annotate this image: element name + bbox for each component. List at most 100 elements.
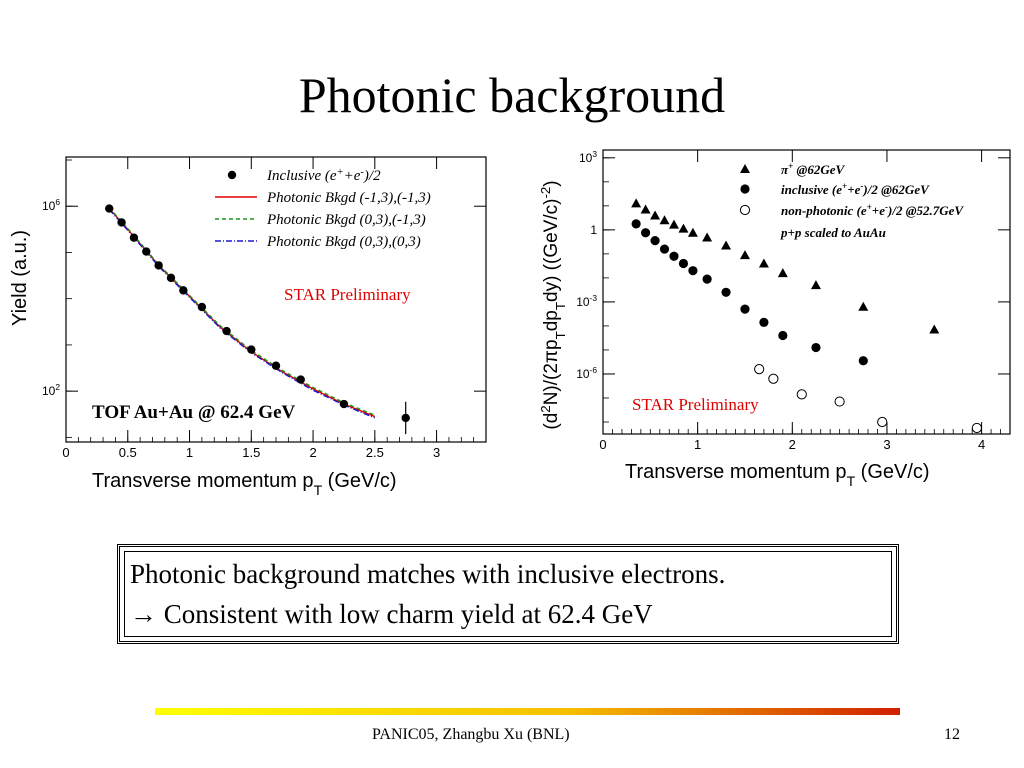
- data-point: [271, 361, 281, 370]
- data-point-circle: [754, 364, 765, 375]
- data-point-dot: [811, 342, 821, 353]
- legend-marker-dot: [227, 170, 237, 180]
- summary-line-1: Photonic background matches with inclusi…: [130, 559, 726, 589]
- legend-label: Photonic Bkgd (0,3),(0,3): [266, 234, 421, 250]
- data-point: [117, 218, 126, 227]
- data-point: [339, 399, 349, 409]
- x-tick-label: 0: [62, 445, 69, 460]
- y-tick-label: 10-6: [576, 365, 597, 381]
- summary-box: Photonic background matches with inclusi…: [117, 544, 899, 644]
- x-axis-label: Transverse momentum pT (GeV/c): [92, 470, 397, 498]
- data-point-triangle: [640, 204, 651, 214]
- data-point-dot: [650, 236, 660, 246]
- data-point-dot: [721, 287, 731, 297]
- data-point: [142, 247, 151, 256]
- y-tick-label: 103: [579, 149, 597, 165]
- chart-2: 0 1 2 3 4 103 1 10-3 10-6 Transverse momentum pT …: [538, 149, 1011, 489]
- data-point: [129, 233, 139, 242]
- x-tick-label: 3: [883, 437, 890, 452]
- data-point-triangle: [810, 280, 821, 290]
- legend-marker-circle: [739, 204, 751, 216]
- data-point-triangle: [929, 324, 940, 334]
- data-point-triangle: [631, 198, 642, 208]
- data-point: [401, 413, 410, 423]
- data-point-dot: [778, 330, 788, 341]
- x-tick-label: 4: [978, 437, 985, 452]
- data-point-dot: [640, 228, 651, 238]
- x-tick-label: 2: [309, 445, 316, 460]
- summary-line-2: → Consistent with low charm yield at 62.…: [130, 599, 653, 629]
- data-point-circle: [834, 396, 845, 407]
- data-point-triangle: [650, 210, 661, 220]
- slide-title: Photonic background: [298, 67, 726, 123]
- data-point-triangle: [668, 219, 679, 229]
- x-tick-label: 0.5: [119, 445, 137, 460]
- plot-frame: [602, 149, 1011, 435]
- legend-label: non-photonic (e++e-)/2 @52.7GeV: [781, 202, 964, 218]
- data-point-triangle: [687, 227, 698, 237]
- data-point-dot: [759, 317, 769, 327]
- data-point: [154, 261, 163, 270]
- data-point-dot: [688, 266, 698, 276]
- legend-marker-triangle: [740, 164, 750, 173]
- legend-marker-dot: [740, 184, 750, 194]
- data-point-triangle: [758, 258, 769, 268]
- data-point-circle: [768, 373, 779, 384]
- y-axis-label: Yield (a.u.): [9, 230, 31, 326]
- data-point-triangle: [678, 223, 689, 233]
- data-point-dot: [858, 356, 868, 366]
- legend-label: Photonic Bkgd (0,3),(-1,3): [266, 212, 426, 228]
- y-axis-label: (d2N)/(2πpTdpTdy) ((GeV/c)-2): [538, 180, 568, 429]
- summary-box-inner: [124, 551, 892, 637]
- legend-label: Inclusive (e++e-)/2: [266, 167, 381, 185]
- series-line-green: [108, 207, 376, 416]
- legend-label: inclusive (e++e-)/2 @62GeV: [781, 181, 930, 197]
- x-tick-label: 1.5: [242, 445, 260, 460]
- data-point-circle: [796, 389, 807, 400]
- data-point: [222, 326, 231, 336]
- x-tick-label: 1: [694, 437, 701, 452]
- footer-author: PANIC05, Zhangbu Xu (BNL): [372, 726, 570, 743]
- x-tick-label: 1: [186, 445, 193, 460]
- y-tick-label: 102: [42, 382, 60, 398]
- data-point: [247, 345, 256, 354]
- data-point-dot: [669, 251, 679, 261]
- page-number: 12: [944, 726, 960, 743]
- data-point-circle: [971, 422, 982, 434]
- y-tick-label: 106: [42, 197, 60, 213]
- x-tick-label: 3: [433, 445, 440, 460]
- data-point-triangle: [858, 301, 869, 311]
- data-point: [197, 302, 207, 312]
- legend-label: Photonic Bkgd (-1,3),(-1,3): [266, 190, 431, 206]
- legend-label: p+p scaled to AuAu: [780, 225, 886, 240]
- data-point-dot: [631, 219, 641, 229]
- data-point-triangle: [659, 215, 670, 225]
- data-point-dot: [678, 258, 689, 269]
- y-tick-label: 10-3: [576, 293, 597, 309]
- data-point: [105, 204, 114, 213]
- legend-label: π+ @62GeV: [781, 161, 846, 177]
- star-preliminary-label: STAR Preliminary: [284, 285, 411, 304]
- data-point-triangle: [739, 250, 750, 260]
- chart-1: 0 0.5 1 1.5 2 2.5 3 106 102 Transverse momentum p…: [9, 156, 487, 498]
- data-point-triangle: [777, 268, 788, 278]
- data-point: [166, 273, 176, 283]
- data-point-dot: [659, 244, 670, 254]
- data-point-triangle: [702, 232, 713, 242]
- data-point-circle: [877, 416, 888, 428]
- x-tick-label: 2: [789, 437, 796, 452]
- y-tick-label: 1: [590, 223, 597, 237]
- x-tick-label: 2.5: [366, 445, 384, 460]
- x-axis-label: Transverse momentum pT (GeV/c): [625, 461, 930, 489]
- data-point: [179, 286, 188, 295]
- footer-divider: [155, 708, 900, 715]
- data-point-dot: [702, 274, 712, 284]
- data-point-dot: [740, 304, 750, 314]
- data-point-triangle: [721, 240, 732, 250]
- series-line-blue: [108, 208, 376, 419]
- star-preliminary-label: STAR Preliminary: [632, 395, 759, 414]
- x-tick-label: 0: [599, 437, 606, 452]
- system-label: TOF Au+Au @ 62.4 GeV: [92, 402, 296, 423]
- data-point: [296, 375, 305, 384]
